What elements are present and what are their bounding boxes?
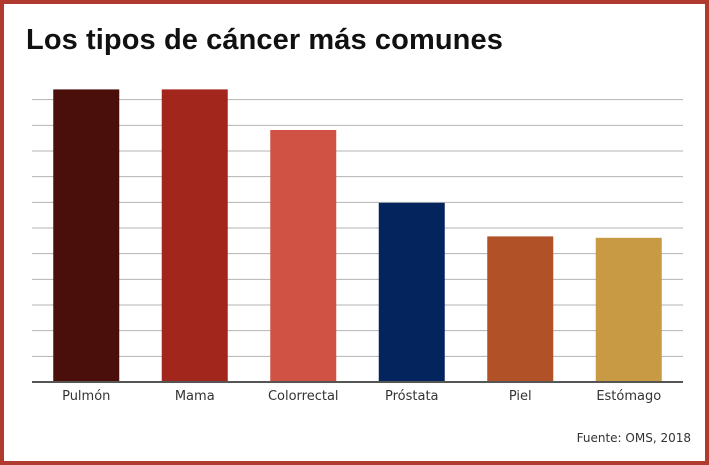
bar-chart: Pulmón Mama Colorrectal Próstata Piel Estómag… — [32, 89, 683, 404]
bar-4 — [378, 202, 445, 382]
bar-1 — [53, 89, 120, 383]
bar-5 — [487, 236, 554, 382]
chart-title: Los tipos de cáncer más comunes — [26, 24, 503, 56]
source-note: Fuente: OMS, 2018 — [576, 431, 691, 445]
x-tick-label: Mama — [175, 389, 215, 404]
x-tick-label: Estómago — [596, 389, 661, 404]
x-tick-label: Piel — [509, 389, 532, 404]
bar-6 — [595, 237, 662, 382]
x-tick-label: Próstata — [385, 389, 439, 404]
bar-3 — [270, 130, 337, 382]
x-tick-label: Colorrectal — [268, 389, 339, 404]
bar-2 — [161, 89, 228, 383]
x-tick-label: Pulmón — [62, 389, 110, 404]
